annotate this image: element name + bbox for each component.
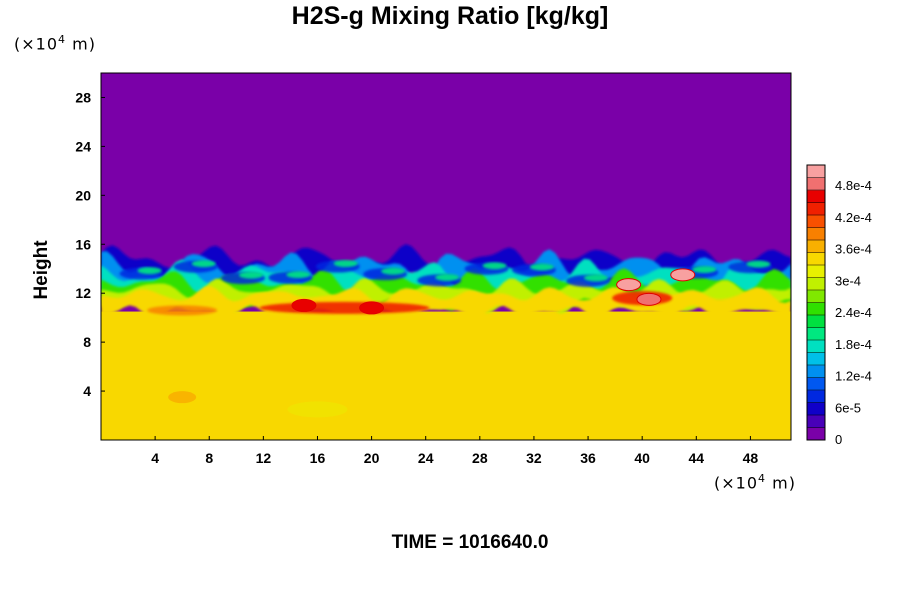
colorbar-swatch [807,377,825,391]
colorbar-swatch [807,190,825,203]
colorbar-swatch [807,227,825,241]
x-tick-label: 44 [689,450,705,466]
x-tick-label: 28 [472,450,488,466]
x-tick-label: 32 [526,450,542,466]
lower-feature [287,401,348,418]
colorbar-swatch [807,427,825,441]
colorbar-swatch [807,415,825,428]
lower-region [101,311,791,440]
high-value-patch [636,292,662,306]
swirl-core [286,271,311,279]
swirl-core [435,273,460,281]
y-tick-label: 4 [83,383,91,399]
y-tick-label: 12 [75,285,91,301]
x-axis-ticks: 4 8 12 16 20 24 28 32 36 40 44 48 [151,436,758,466]
x-tick-label: 8 [205,450,213,466]
x-tick-label: 24 [418,450,434,466]
swirl-core [137,267,162,275]
colorbar-swatch [807,402,825,416]
colorbar-label: 4.2e-4 [835,210,872,225]
y-tick-label: 20 [75,187,91,203]
swirl-core [381,267,406,275]
colorbar-label: 6e-5 [835,400,861,415]
y-tick-label: 24 [75,138,91,154]
colorbar-label: 1.2e-4 [835,369,872,384]
swirl-core [191,260,216,268]
time-label: TIME = 1016640.0 [391,532,549,553]
x-tick-label: 16 [310,450,326,466]
y-tick-label: 16 [75,236,91,252]
x-tick-label: 20 [364,450,380,466]
x-tick-label: 40 [634,450,650,466]
colorbar-label: 1.8e-4 [835,337,872,352]
colorbar-swatch [807,390,825,403]
colorbar-swatch [807,315,825,328]
swirl-core [482,262,507,270]
colorbar-swatch [807,352,825,366]
x-tick-label: 48 [743,450,759,466]
colorbar-swatch [807,327,825,341]
colorbar-swatch [807,165,825,178]
x-tick-label: 36 [580,450,596,466]
colorbar-frame [806,164,826,441]
swirl-core [529,263,554,271]
colorbar-swatch [807,177,825,191]
high-value-patch [291,298,317,312]
colorbar-swatch [807,302,825,316]
colorbar-swatch [807,340,825,353]
swirl-core [239,271,264,279]
high-value-patch [359,301,385,315]
orange-layer [147,305,218,316]
y-tick-label: 28 [75,89,91,105]
colorbar-label: 3e-4 [835,273,861,288]
colorbar-swatch [807,290,825,303]
x-axis-unit: (×104 m) [714,472,796,493]
colorbar-swatch [807,215,825,228]
plot-area [100,72,792,441]
x-tick-label: 4 [151,450,159,466]
swirl-core [692,266,717,274]
high-value-patch [616,278,642,292]
colorbar-swatch [807,252,825,266]
swirl-core [333,260,358,268]
lower-feature [168,391,197,404]
colorbar-label: 4.8e-4 [835,178,872,193]
colorbar-swatch [807,277,825,291]
colorbar: 0 6e-5 1.2e-4 1.8e-4 2.4e-4 3e-4 3.6e-4 4.2e-4 4… [806,164,872,447]
colorbar-label: 2.4e-4 [835,305,872,320]
high-value-patch [670,268,696,282]
colorbar-label: 3.6e-4 [835,242,872,257]
colorbar-label: 0 [835,432,842,447]
swirl-core [584,274,609,282]
y-tick-label: 8 [83,334,91,350]
colorbar-swatch [807,265,825,278]
swirl-core [746,260,771,268]
red-layer [259,301,430,314]
colorbar-swatch [807,365,825,378]
colorbar-swatch [807,202,825,216]
colorbar-swatch [807,240,825,253]
chart-title: H2S-g Mixing Ratio [kg/kg] [291,2,609,30]
y-axis-unit: (×104 m) [14,33,96,54]
plot-frame [100,72,792,441]
y-axis-ticks: 4 8 12 16 20 24 28 [75,89,105,399]
x-tick-label: 12 [256,450,272,466]
